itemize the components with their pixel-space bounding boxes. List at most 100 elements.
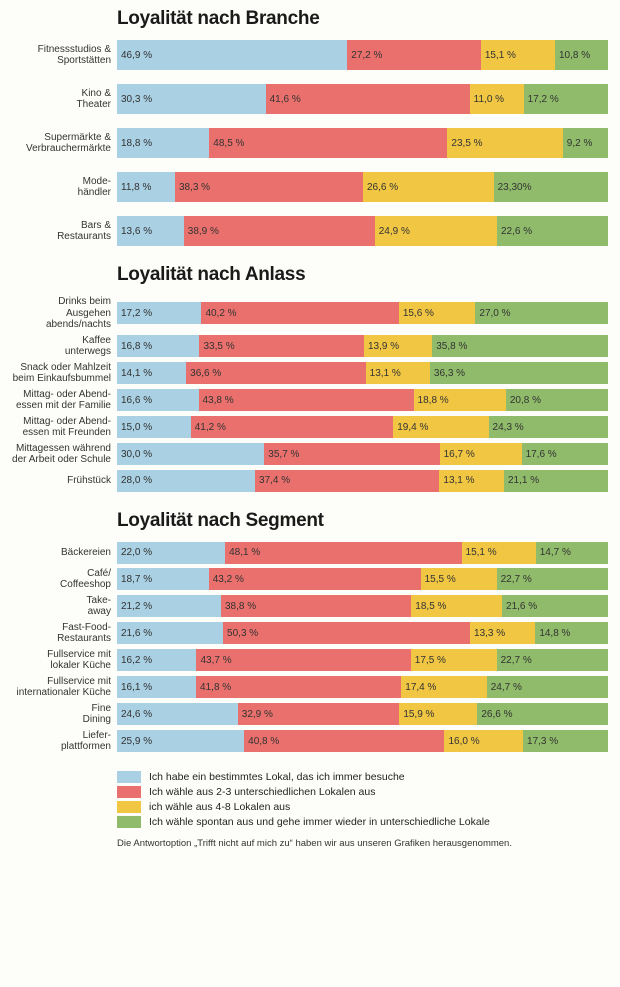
segment-value: 13,3 %	[474, 628, 505, 639]
row-label: Mode-händler	[12, 176, 117, 199]
segment-value: 17,2 %	[121, 308, 152, 319]
section-title: Loyalität nach Segment	[117, 510, 608, 532]
row-label: Mittag- oder Abend-essen mit der Familie	[12, 389, 117, 412]
bar-segment: 13,3 %	[470, 622, 535, 644]
bar-row: Mode-händler11,8 %38,3 %26,6 %23,30%	[12, 172, 608, 202]
bar-segment: 41,6 %	[266, 84, 470, 114]
bar-segment: 13,1 %	[439, 470, 504, 492]
bar-segment: 16,2 %	[117, 649, 196, 671]
bar-segment: 40,2 %	[201, 302, 398, 324]
row-label: Drinks beim Ausgehenabends/nachts	[12, 296, 117, 331]
legend-swatch	[117, 786, 141, 798]
bar-segment: 38,3 %	[175, 172, 363, 202]
row-label: Snack oder Mahlzeitbeim Einkaufsbummel	[12, 362, 117, 385]
segment-value: 19,4 %	[397, 422, 428, 433]
chart-section: Loyalität nach AnlassDrinks beim Ausgehe…	[12, 264, 608, 492]
legend-item: Ich habe ein bestimmtes Lokal, das ich i…	[117, 771, 608, 783]
segment-value: 18,7 %	[121, 574, 152, 585]
segment-value: 24,7 %	[491, 682, 522, 693]
segment-value: 41,2 %	[195, 422, 226, 433]
bar-segment: 36,6 %	[186, 362, 366, 384]
bar-segment: 37,4 %	[255, 470, 439, 492]
bar-segment: 35,8 %	[432, 335, 608, 357]
segment-value: 15,1 %	[466, 547, 497, 558]
bar-segment: 15,6 %	[399, 302, 476, 324]
segment-value: 41,6 %	[270, 94, 301, 105]
segment-value: 21,6 %	[121, 628, 152, 639]
bar-segment: 27,0 %	[475, 302, 608, 324]
bar-segment: 15,1 %	[481, 40, 555, 70]
row-label: Kaffeeunterwegs	[12, 335, 117, 358]
bar-row: Mittagessen währendder Arbeit oder Schul…	[12, 443, 608, 466]
row-label: Mittagessen währendder Arbeit oder Schul…	[12, 443, 117, 466]
bar-segment: 43,7 %	[196, 649, 410, 671]
stacked-bar: 11,8 %38,3 %26,6 %23,30%	[117, 172, 608, 202]
segment-value: 16,2 %	[121, 655, 152, 666]
segment-value: 22,0 %	[121, 547, 152, 558]
segment-value: 38,9 %	[188, 226, 219, 237]
segment-value: 11,8 %	[121, 182, 151, 193]
row-label: Supermärkte &Verbrauchermärkte	[12, 132, 117, 155]
segment-value: 35,8 %	[436, 341, 467, 352]
bar-segment: 18,7 %	[117, 568, 209, 590]
segment-value: 11,0 %	[474, 94, 504, 105]
segment-value: 20,8 %	[510, 395, 541, 406]
bar-segment: 24,7 %	[487, 676, 608, 698]
stacked-bar: 16,2 %43,7 %17,5 %22,7 %	[117, 649, 608, 671]
segment-value: 36,6 %	[190, 368, 221, 379]
stacked-bar: 15,0 %41,2 %19,4 %24,3 %	[117, 416, 608, 438]
segment-value: 17,5 %	[415, 655, 446, 666]
row-label: Bäckereien	[12, 547, 117, 559]
segment-value: 18,5 %	[415, 601, 446, 612]
segment-value: 48,5 %	[213, 138, 244, 149]
stacked-bar: 13,6 %38,9 %24,9 %22,6 %	[117, 216, 608, 246]
stacked-bar: 21,2 %38,8 %18,5 %21,6 %	[117, 595, 608, 617]
stacked-bar: 16,1 % 41,8 % 17,4 % 24,7 %	[117, 676, 608, 698]
bar-segment: 11,8 %	[117, 172, 175, 202]
bar-segment: 14,7 %	[536, 542, 608, 564]
bar-segment: 10,8 %	[555, 40, 608, 70]
bar-row: Take-away21,2 %38,8 %18,5 %21,6 %	[12, 595, 608, 618]
segment-value: 10,8 %	[559, 50, 590, 61]
bar-segment: 9,2 %	[563, 128, 608, 158]
bar-segment: 15,5 %	[421, 568, 497, 590]
bar-segment: 41,8 %	[196, 676, 401, 698]
segment-value: 46,9 %	[121, 50, 152, 61]
legend-label: ich wähle aus 4-8 Lokalen aus	[149, 801, 290, 813]
segment-value: 35,7 %	[268, 449, 299, 460]
stacked-bar: 24,6 %32,9 %15,9 %26,6 %	[117, 703, 608, 725]
bar-segment: 23,30%	[494, 172, 608, 202]
legend-swatch	[117, 771, 141, 783]
section-title: Loyalität nach Branche	[117, 8, 608, 30]
segment-value: 15,9 %	[403, 709, 434, 720]
segment-value: 16,1 %	[121, 682, 152, 693]
stacked-bar: 17,2 % 40,2 %15,6 %27,0 %	[117, 302, 608, 324]
bar-row: FineDining24,6 %32,9 %15,9 %26,6 %	[12, 703, 608, 726]
segment-value: 50,3 %	[227, 628, 258, 639]
segment-value: 17,4 %	[405, 682, 436, 693]
chart-section: Loyalität nach SegmentBäckereien22,0 %48…	[12, 510, 608, 753]
stacked-bar: 16,6 %43,8 %18,8 %20,8 %	[117, 389, 608, 411]
bar-segment: 50,3 %	[223, 622, 470, 644]
row-label: Fast-Food-Restaurants	[12, 622, 117, 645]
bar-segment: 21,1 %	[504, 470, 608, 492]
segment-value: 26,6 %	[481, 709, 512, 720]
segment-value: 43,8 %	[203, 395, 234, 406]
bar-segment: 17,4 %	[401, 676, 486, 698]
row-label: Fitnessstudios &Sportstätten	[12, 44, 117, 67]
bar-row: Frühstück28,0 %37,4 %13,1 %21,1 %	[12, 470, 608, 492]
segment-value: 16,0 %	[448, 736, 479, 747]
segment-value: 14,7 %	[540, 547, 571, 558]
stacked-bar: 22,0 %48,1 %15,1 %14,7 %	[117, 542, 608, 564]
bar-segment: 43,8 %	[199, 389, 414, 411]
segment-value: 24,9 %	[379, 226, 410, 237]
segment-value: 14,1 %	[121, 368, 152, 379]
segment-value: 14,8 %	[539, 628, 570, 639]
segment-value: 38,3 %	[179, 182, 210, 193]
segment-value: 15,5 %	[425, 574, 456, 585]
bar-segment: 23,5 %	[447, 128, 562, 158]
stacked-bar: 14,1 %36,6 %13,1 %36,3 %	[117, 362, 608, 384]
segment-value: 23,5 %	[451, 138, 482, 149]
bar-segment: 22,7 %	[497, 568, 608, 590]
bar-row: Fullservice mitlokaler Küche16,2 %43,7 %…	[12, 649, 608, 672]
